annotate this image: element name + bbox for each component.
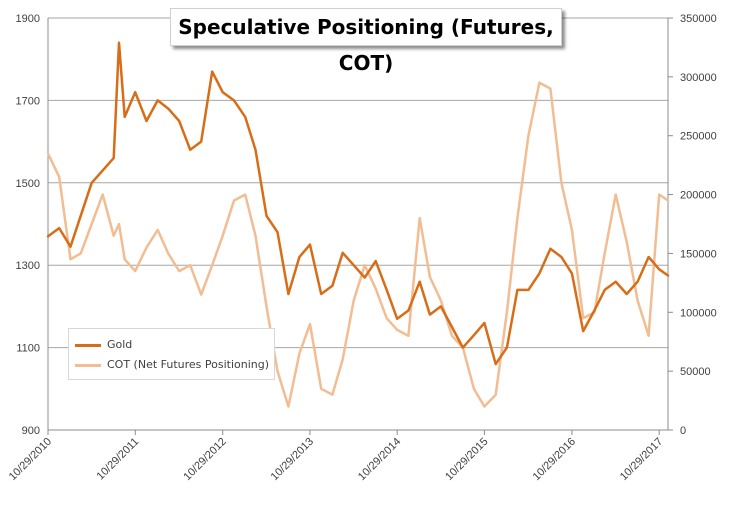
chart-title-box: Speculative Positioning (Futures, COT) [170,8,562,75]
y-left-tick-label: 1500 [16,178,40,190]
legend-item-gold: Gold [75,337,132,353]
chart-title: Speculative Positioning (Futures, COT) [178,15,554,75]
y-left-tick-label: 900 [22,425,40,437]
y-right-tick-label: 250000 [680,131,717,143]
series-line-1 [46,81,670,408]
gold-series-group [46,41,670,366]
tick-labels: 900 1100 1300 1500 1700 1900 0 50000 100000 15000… [7,13,717,483]
x-tick-label: 10/29/2015 [443,436,490,483]
y-right-tick-label: 100000 [680,307,717,319]
y-right-tick-label: 0 [680,425,686,437]
cot-series-group [46,81,670,408]
y-right-tick-label: 150000 [680,248,717,260]
x-tick-label: 10/29/2013 [269,436,316,483]
y-right-tick-label: 50000 [680,366,711,378]
y-right-tick-label: 350000 [680,13,717,25]
y-right-tick-label: 300000 [680,72,717,84]
series-line-0 [46,41,670,366]
x-tick-label: 10/29/2017 [618,436,665,483]
x-tick-label: 10/29/2012 [181,436,228,483]
legend: Gold COT (Net Futures Positioning) [68,328,275,380]
x-tick-label: 10/29/2010 [7,436,54,483]
y-left-tick-label: 1300 [16,260,40,272]
y-left-tick-label: 1900 [16,13,40,25]
x-tick-label: 10/29/2016 [531,436,578,483]
legend-label-gold: Gold [107,338,133,351]
y-left-tick-label: 1700 [16,95,40,107]
legend-swatch-cot [75,363,101,367]
axes [47,17,673,435]
x-tick-label: 10/29/2014 [356,436,403,483]
y-left-tick-label: 1100 [16,343,40,355]
x-tick-label: 10/29/2011 [95,436,142,483]
legend-swatch-gold [75,343,101,347]
y-right-tick-label: 200000 [680,190,717,202]
legend-item-cot: COT (Net Futures Positioning) [75,357,269,373]
legend-label-cot: COT (Net Futures Positioning) [107,358,270,371]
